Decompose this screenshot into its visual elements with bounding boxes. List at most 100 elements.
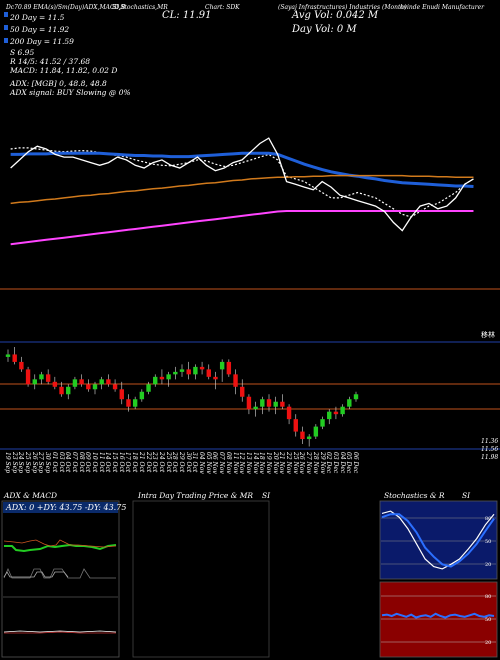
candle-body-bear	[233, 374, 238, 387]
candle	[333, 406, 339, 420]
header-line-b: SI,Stochastics,MR	[112, 4, 168, 11]
adx-gray-line-2	[3, 571, 69, 578]
candle	[19, 356, 24, 372]
macd-panel	[3, 598, 118, 656]
price-label-a: 11.36	[481, 438, 499, 445]
header-line-e: ovinde Enudi Manufacturer	[400, 4, 485, 11]
ma-line-2	[10, 151, 474, 188]
candle-body-bull	[193, 366, 198, 375]
r-tick-20: 20	[485, 640, 492, 646]
candle	[266, 394, 272, 412]
candle	[32, 374, 37, 390]
candle-body-bull	[179, 369, 185, 372]
candle	[119, 381, 124, 405]
candle-body-bear	[280, 401, 285, 407]
stochastics-title: Stochastics & R	[384, 491, 445, 500]
candle-body-bull	[340, 406, 345, 415]
candle	[213, 371, 218, 390]
stochastics-si: SI	[462, 491, 471, 500]
candle	[233, 369, 238, 395]
candle-body-bull	[253, 406, 258, 410]
adx-green-line	[4, 543, 117, 553]
candle	[179, 364, 185, 377]
candle	[79, 374, 84, 387]
candle-body-bear	[79, 379, 84, 385]
candle-body-bull	[173, 371, 178, 375]
candle-body-bear	[199, 366, 205, 370]
candle	[240, 379, 245, 402]
candle	[39, 371, 44, 385]
candle	[159, 369, 165, 385]
candle	[132, 396, 138, 410]
header-line-c: Chart: SDK	[205, 4, 240, 11]
candle-body-bear	[286, 406, 292, 420]
candle-body-bull	[219, 361, 225, 370]
candle-body-bull	[166, 374, 171, 380]
candle	[186, 361, 191, 380]
candle-body-bear	[86, 384, 91, 390]
candle	[112, 379, 118, 392]
adx-gray-line	[3, 568, 116, 579]
candle-body-bear	[186, 369, 191, 375]
ma-line-5	[10, 137, 474, 232]
candle	[253, 401, 258, 417]
r-line	[381, 612, 495, 619]
adx-orange-line	[3, 539, 117, 548]
s-value: S 6.95	[10, 48, 35, 57]
candle-body-bear	[52, 381, 58, 387]
candle-body-bear	[25, 369, 31, 385]
candle	[313, 424, 319, 440]
r-tick-50: 50	[485, 617, 492, 623]
candle	[246, 394, 252, 415]
stochastic-k-line	[381, 510, 495, 570]
candle-body-bull	[39, 374, 44, 380]
candle	[166, 371, 171, 387]
r-panel	[379, 581, 498, 658]
price-chart	[0, 137, 500, 450]
candle-body-bull	[353, 394, 359, 400]
candle-body-bull	[72, 379, 78, 387]
candle	[12, 346, 17, 365]
si-title: SI	[262, 491, 271, 500]
intraday-title: Intra Day Trading Price & MR	[138, 491, 254, 500]
candle	[153, 374, 158, 387]
candle	[45, 369, 51, 385]
candle-body-bear	[293, 419, 298, 432]
candle-body-bear	[226, 361, 232, 375]
candle	[273, 396, 278, 415]
candle	[59, 381, 64, 397]
candle-body-bear	[333, 411, 339, 415]
candle-body-bear	[159, 376, 165, 380]
candle	[99, 376, 104, 390]
candle-body-bear	[12, 354, 17, 362]
r-tick-80: 80	[485, 594, 492, 600]
candle	[86, 379, 91, 392]
candle	[320, 416, 325, 430]
ma-line-4	[10, 210, 474, 246]
candle-body-bear	[19, 361, 24, 370]
candle	[327, 409, 332, 425]
candle	[126, 394, 131, 412]
ema50-swatch	[4, 25, 8, 30]
ema200-label: 200 Day = 11.59	[10, 37, 74, 46]
candle-body-bear	[300, 431, 305, 440]
candle-body-bull	[153, 376, 158, 385]
header-line-a: Dc70.89 EMA(s)/Sm(Day)ADX,MACD,B	[6, 4, 126, 11]
candle-body-bull	[313, 426, 319, 437]
avg-volume: Avg Vol: 0.042 M	[292, 10, 379, 21]
candle-body-bull	[306, 436, 312, 440]
candle	[92, 381, 98, 395]
candle-body-bear	[112, 384, 118, 390]
candle	[72, 376, 78, 390]
candle-body-bear	[206, 369, 211, 377]
stoch-tick-50: 50	[485, 539, 492, 545]
candle-body-bull	[146, 384, 151, 392]
ema50-label: 50 Day = 11.92	[10, 25, 70, 34]
candle	[286, 404, 292, 425]
ema200-swatch	[4, 38, 8, 43]
stochastic-d-line	[381, 513, 495, 568]
candle	[173, 366, 178, 380]
adx-macd-title: ADX & MACD	[4, 491, 58, 500]
candle	[340, 404, 345, 417]
